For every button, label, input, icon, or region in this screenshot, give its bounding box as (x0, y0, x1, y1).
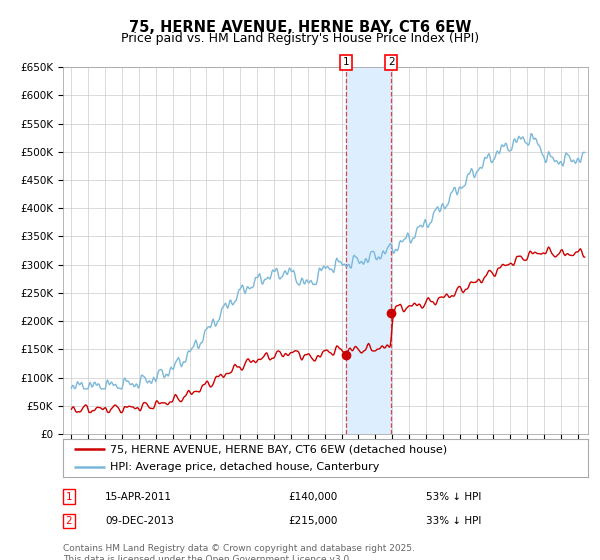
Text: 15-APR-2011: 15-APR-2011 (105, 492, 172, 502)
Text: 33% ↓ HPI: 33% ↓ HPI (426, 516, 481, 526)
Text: 09-DEC-2013: 09-DEC-2013 (105, 516, 174, 526)
Text: 2: 2 (65, 516, 73, 526)
Text: £140,000: £140,000 (288, 492, 337, 502)
Text: £215,000: £215,000 (288, 516, 337, 526)
Text: 2: 2 (388, 57, 394, 67)
Text: 75, HERNE AVENUE, HERNE BAY, CT6 6EW (detached house): 75, HERNE AVENUE, HERNE BAY, CT6 6EW (de… (110, 444, 448, 454)
Text: 1: 1 (65, 492, 73, 502)
Text: HPI: Average price, detached house, Canterbury: HPI: Average price, detached house, Cant… (110, 462, 380, 472)
Text: Price paid vs. HM Land Registry's House Price Index (HPI): Price paid vs. HM Land Registry's House … (121, 32, 479, 45)
Text: 75, HERNE AVENUE, HERNE BAY, CT6 6EW: 75, HERNE AVENUE, HERNE BAY, CT6 6EW (129, 20, 471, 35)
Text: 1: 1 (343, 57, 350, 67)
Text: 53% ↓ HPI: 53% ↓ HPI (426, 492, 481, 502)
Bar (346, 67, 391, 434)
Text: Contains HM Land Registry data © Crown copyright and database right 2025.
This d: Contains HM Land Registry data © Crown c… (63, 544, 415, 560)
